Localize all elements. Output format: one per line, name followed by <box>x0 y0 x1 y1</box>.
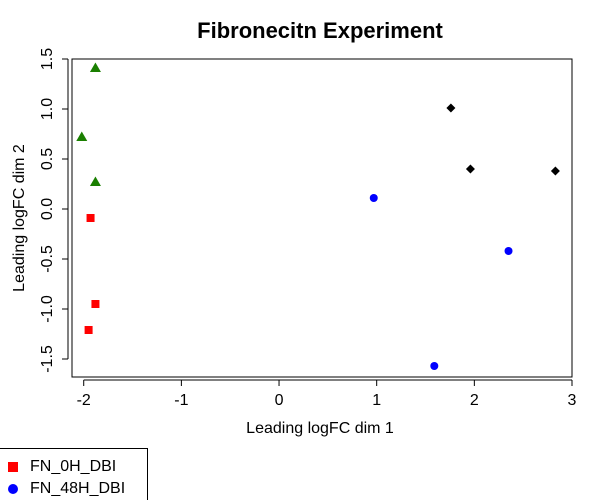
legend-item-fn-0h-dbi: FN_0H_DBI <box>8 457 116 477</box>
point-triangle <box>89 62 101 72</box>
data-points <box>76 62 560 370</box>
plot-frame <box>71 58 573 378</box>
x-tick-label: -1 <box>174 392 188 409</box>
chart-title: Fibronecitn Experiment <box>197 18 443 43</box>
blue-circle-icon <box>8 484 18 494</box>
y-tick-label: 1.5 <box>39 48 56 70</box>
legend: FN_0H_DBI FN_48H_DBI <box>0 448 148 500</box>
x-tick-label: 1 <box>372 392 381 409</box>
y-tick-label: 0.5 <box>39 148 56 170</box>
x-tick-label: -2 <box>77 392 91 409</box>
point-square <box>84 326 93 334</box>
legend-label: FN_0H_DBI <box>30 458 117 475</box>
y-tick-label: 0.0 <box>39 198 56 220</box>
point-diamond <box>446 103 456 113</box>
point-square <box>86 214 95 222</box>
y-tick-label: -1.0 <box>39 295 56 323</box>
x-axis-label: Leading logFC dim 1 <box>246 420 394 437</box>
y-axis-label: Leading logFC dim 2 <box>11 144 28 292</box>
y-tick-label: -1.5 <box>39 345 56 373</box>
legend-item-fn-48h-dbi: FN_48H_DBI <box>8 479 125 499</box>
x-axis: -2 -1 0 1 2 3 <box>77 379 577 409</box>
point-circle <box>369 194 378 202</box>
point-circle <box>504 247 513 255</box>
point-diamond <box>550 166 560 176</box>
red-square-icon <box>8 462 18 472</box>
point-triangle <box>76 131 88 141</box>
x-tick-label: 0 <box>275 392 284 409</box>
point-circle <box>430 362 439 370</box>
x-tick-label: 3 <box>568 392 577 409</box>
point-triangle <box>89 176 101 186</box>
point-square <box>91 300 100 308</box>
y-axis: -1.5 -1.0 -0.5 0.0 0.5 1.0 1.5 <box>39 48 69 373</box>
legend-label: FN_48H_DBI <box>30 480 126 497</box>
y-tick-label: -0.5 <box>39 245 56 273</box>
x-tick-label: 2 <box>470 392 479 409</box>
point-diamond <box>465 164 475 174</box>
y-tick-label: 1.0 <box>39 98 56 120</box>
